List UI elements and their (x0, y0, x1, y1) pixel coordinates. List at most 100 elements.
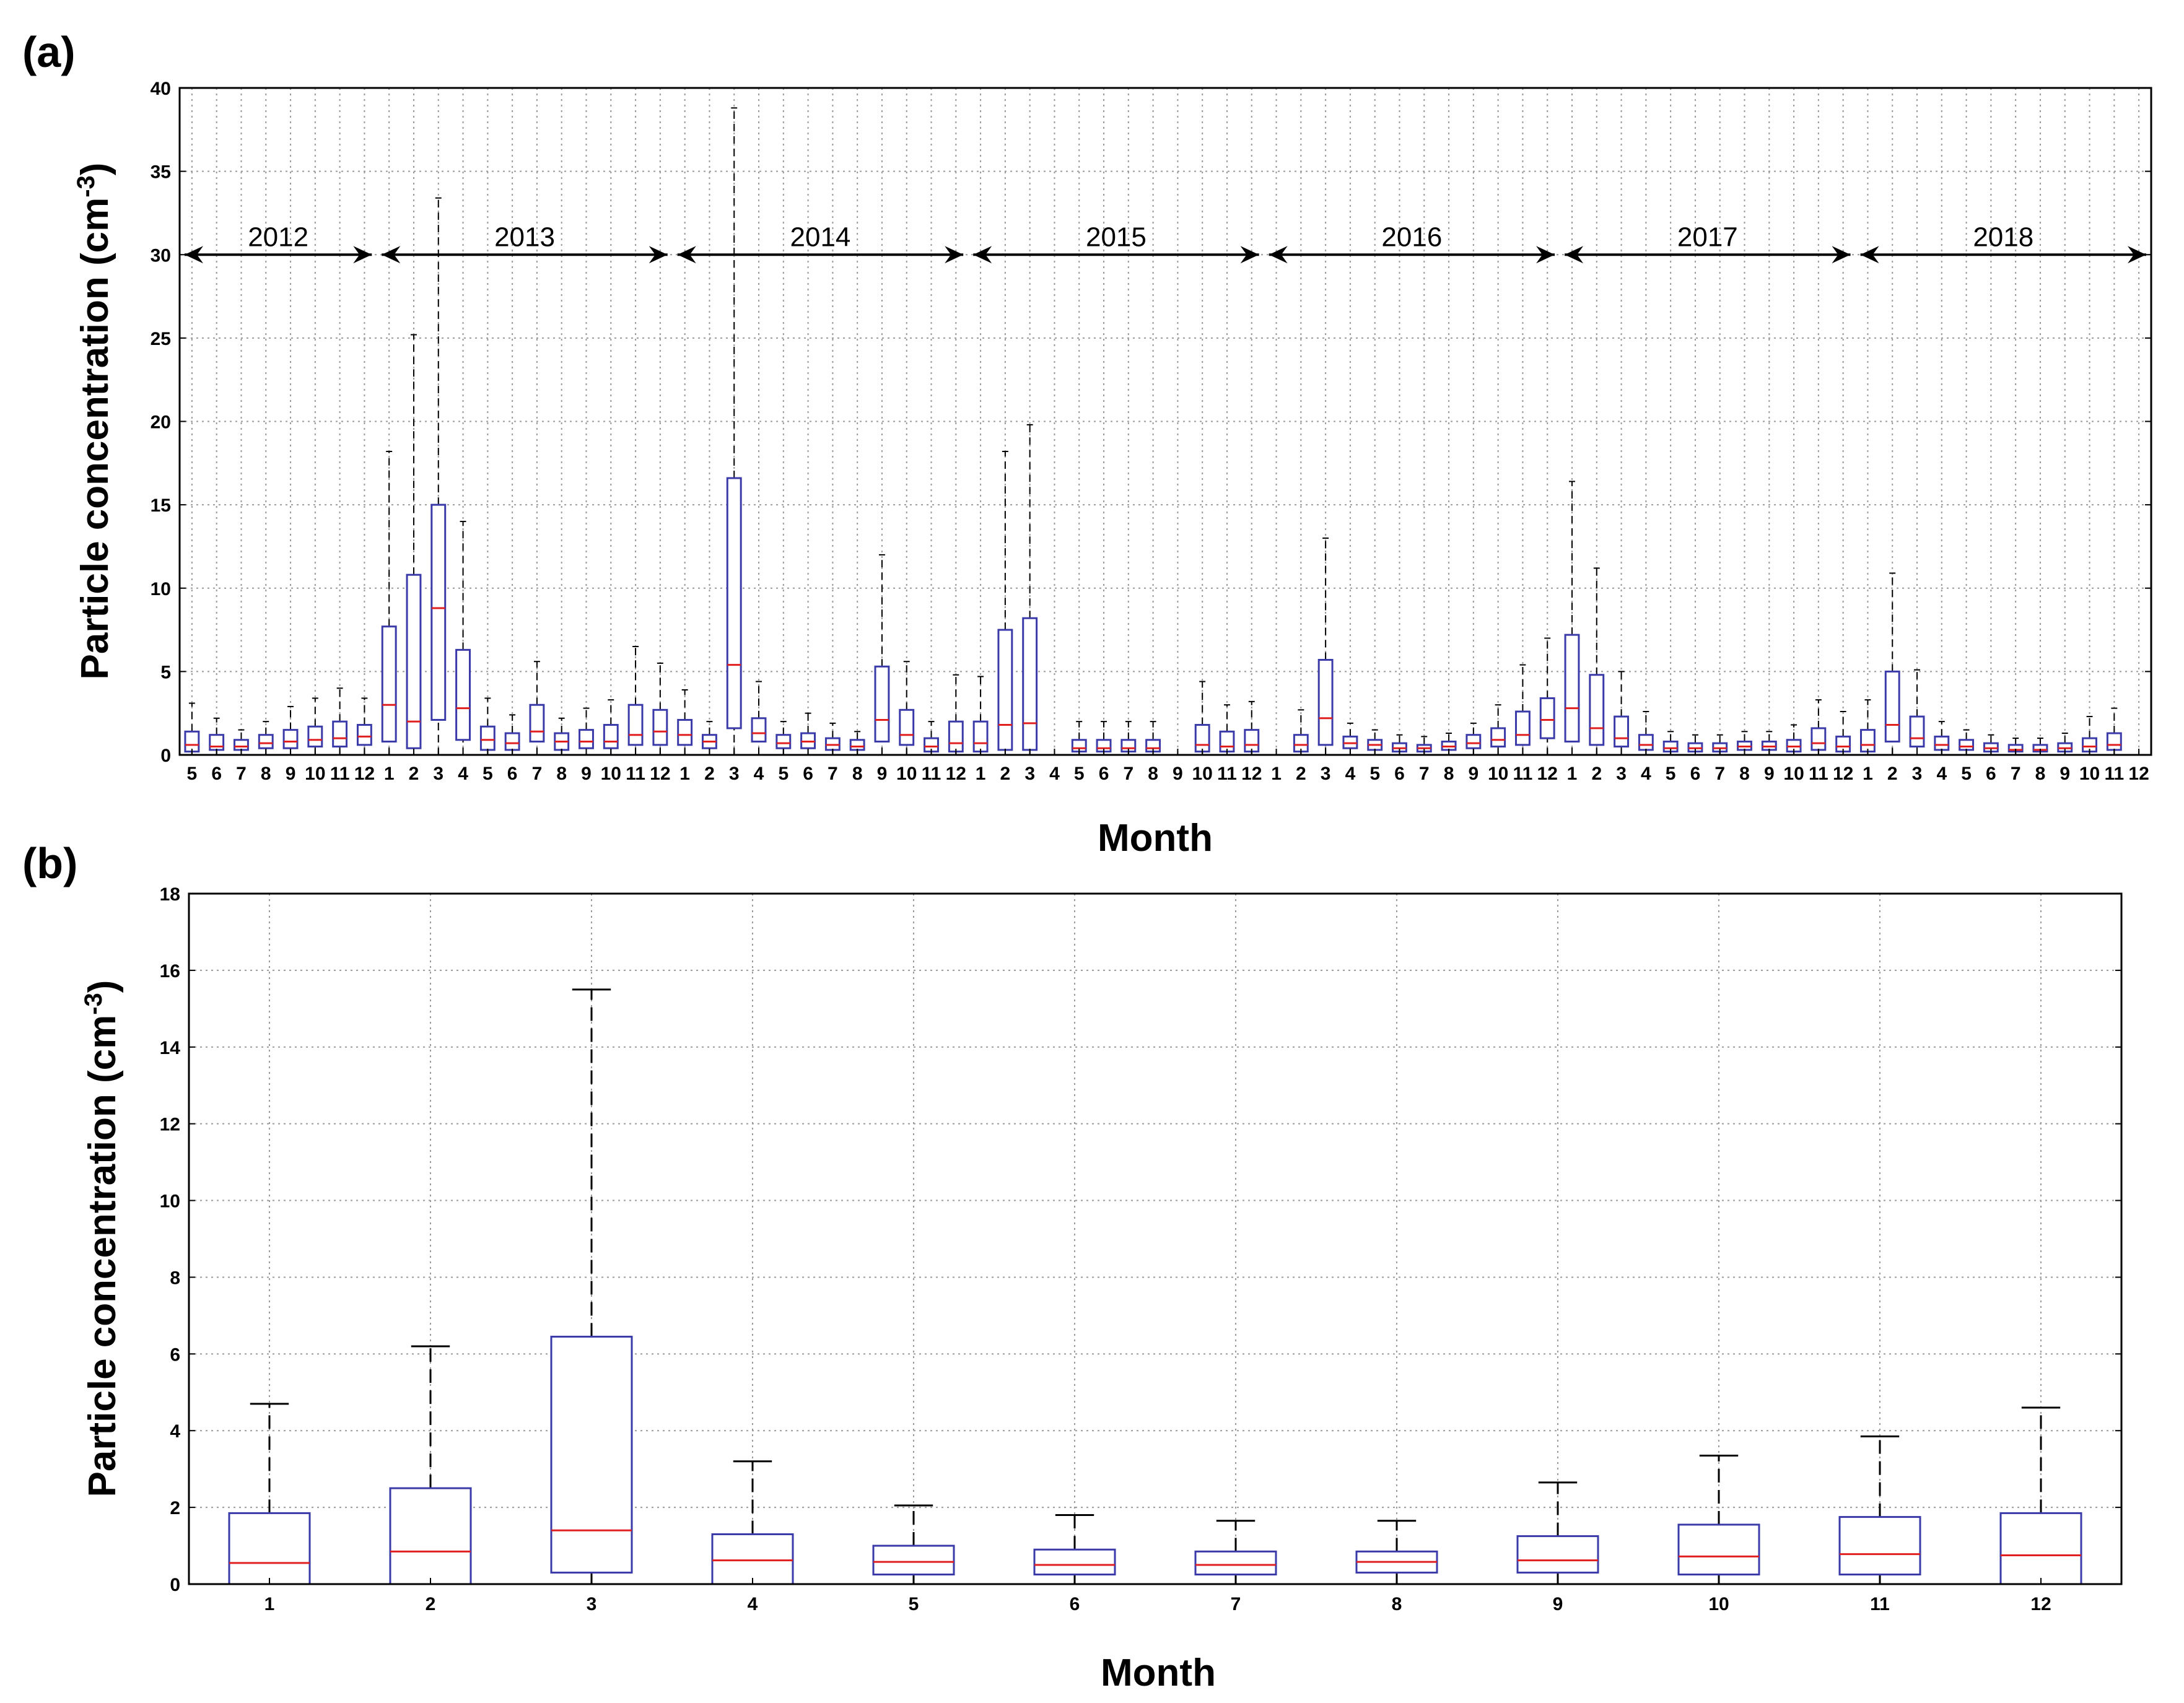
panel-a-ylabel-text: Particle concentration (cm (74, 198, 116, 680)
box-4 (711, 1460, 794, 1585)
box-1 (677, 689, 693, 756)
x-tick-label: 2 (704, 764, 715, 784)
x-tick-label: 4 (748, 1594, 758, 1614)
box-6 (800, 712, 816, 756)
box-3 (550, 988, 633, 1585)
year-arrowhead-right (353, 246, 372, 264)
x-tick-label: 1 (1567, 764, 1578, 784)
box-iqr (677, 718, 693, 746)
x-tick-label: 6 (1986, 764, 1996, 784)
box-iqr (1999, 1512, 2082, 1585)
box-1 (1860, 699, 1876, 756)
box-10 (2082, 716, 2097, 756)
panel-b-y-ticks: 0 2 4 6 8 10 12 14 16 18 (160, 884, 2121, 1595)
box-iqr (579, 729, 594, 749)
box-11 (2106, 707, 2122, 756)
box-11 (1838, 1435, 1921, 1585)
box-11 (1514, 664, 1531, 756)
x-tick-label: 4 (1049, 764, 1060, 784)
box-iqr (1934, 735, 1950, 751)
year-arrowhead-right (1536, 246, 1555, 264)
box-2 (1293, 709, 1309, 756)
year-arrowhead-left (1565, 246, 1584, 264)
x-tick-label: 10 (1192, 764, 1212, 784)
x-tick-label: 11 (626, 764, 645, 784)
x-tick-label: 6 (1099, 764, 1109, 784)
y-tick-label: 0 (170, 1575, 180, 1595)
box-4 (1638, 710, 1654, 756)
box-10 (1490, 704, 1506, 756)
box-1 (1564, 481, 1580, 756)
y-tick-label: 6 (170, 1344, 180, 1365)
box-iqr (1194, 1550, 1277, 1576)
x-tick-label: 8 (1148, 764, 1158, 784)
x-tick-label: 11 (2104, 764, 2124, 784)
panel-a-ylabel: Particle concentration (cm-3) (72, 163, 116, 680)
box-iqr (430, 503, 447, 721)
box-iqr (1884, 670, 1900, 743)
box-iqr (209, 734, 225, 751)
x-tick-label: 6 (507, 764, 518, 784)
box-iqr (1244, 729, 1260, 753)
box-iqr (711, 1533, 794, 1585)
box-5 (184, 702, 200, 756)
x-tick-label: 9 (286, 764, 296, 784)
box-iqr (455, 648, 471, 741)
y-tick-label: 20 (151, 412, 171, 433)
box-iqr (948, 720, 964, 753)
box-9 (874, 554, 890, 756)
box-iqr (307, 725, 323, 748)
y-tick-label: 30 (151, 245, 171, 266)
panel-a-y-ticks: 0 5 10 15 20 25 30 35 40 (151, 79, 2151, 766)
box-12 (1999, 1406, 2082, 1585)
x-tick-label: 1 (1271, 764, 1282, 784)
box-iqr (529, 703, 545, 743)
box-2 (389, 1345, 472, 1585)
x-tick-label: 7 (532, 764, 543, 784)
box-3 (1909, 669, 1925, 756)
box-iqr (1811, 727, 1827, 751)
x-tick-label: 1 (264, 1594, 275, 1614)
x-tick-label: 3 (433, 764, 443, 784)
box-iqr (1909, 715, 1925, 748)
year-label: 2018 (1973, 222, 2033, 252)
x-tick-label: 3 (1321, 764, 1331, 784)
x-tick-label: 12 (1537, 764, 1558, 784)
x-tick-label: 10 (2079, 764, 2100, 784)
x-tick-label: 12 (1833, 764, 1853, 784)
box-iqr (1219, 730, 1235, 753)
panel-b-label: (b) (22, 839, 77, 887)
x-tick-label: 10 (1708, 1594, 1729, 1614)
box-iqr (258, 734, 274, 749)
panel-a-label: (a) (22, 28, 76, 76)
box-iqr (972, 720, 989, 753)
x-tick-label: 9 (2060, 764, 2070, 784)
box-1 (381, 450, 397, 756)
x-tick-label: 7 (1231, 1594, 1241, 1614)
x-tick-label: 3 (587, 1594, 597, 1614)
year-label: 2015 (1086, 222, 1147, 252)
x-tick-label: 9 (1469, 764, 1479, 784)
x-tick-label: 7 (1714, 764, 1725, 784)
x-tick-label: 6 (803, 764, 813, 784)
box-iqr (1490, 727, 1506, 748)
year-arrowhead-left (973, 246, 992, 264)
x-tick-label: 12 (650, 764, 670, 784)
y-tick-label: 0 (160, 746, 171, 766)
x-tick-label: 2 (1000, 764, 1011, 784)
box-1 (972, 676, 989, 756)
panel-a-ylabel-close: ) (74, 163, 116, 176)
x-tick-label: 7 (236, 764, 247, 784)
box-9 (579, 707, 594, 756)
panel-b-x-ticks: 1 2 3 4 5 6 7 8 9 10 11 12 (264, 1578, 2051, 1614)
box-11 (1219, 704, 1235, 756)
box-iqr (1638, 734, 1654, 751)
x-tick-label: 2 (426, 1594, 436, 1614)
x-tick-label: 10 (601, 764, 621, 784)
box-iqr (872, 1544, 955, 1576)
box-iqr (899, 708, 915, 746)
panel-a-xlabel: Month (1098, 817, 1213, 860)
box-12 (948, 674, 964, 756)
x-tick-label: 10 (1783, 764, 1804, 784)
box-3 (726, 107, 742, 756)
